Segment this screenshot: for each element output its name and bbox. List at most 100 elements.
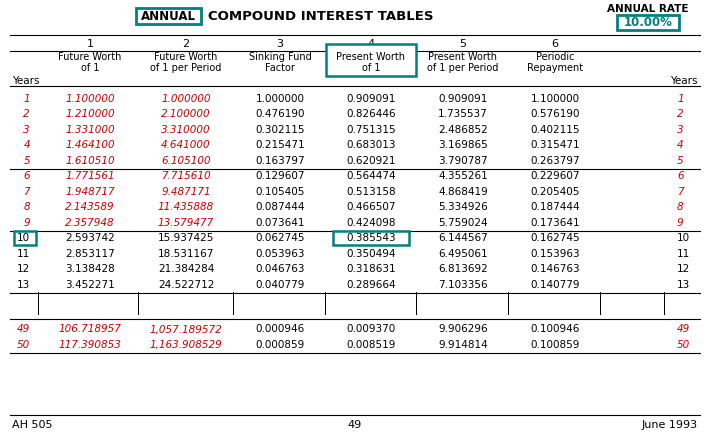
Text: 0.576190: 0.576190 — [530, 109, 580, 119]
Text: 6.144567: 6.144567 — [438, 233, 488, 243]
Text: Sinking Fund: Sinking Fund — [248, 52, 312, 62]
Text: 0.000946: 0.000946 — [256, 325, 305, 335]
Text: 4.641000: 4.641000 — [161, 140, 211, 150]
Text: 6: 6 — [677, 171, 684, 181]
Text: 13.579477: 13.579477 — [158, 218, 214, 228]
Text: 1.331000: 1.331000 — [65, 125, 115, 135]
Text: 15.937425: 15.937425 — [158, 233, 214, 243]
Text: 0.040779: 0.040779 — [256, 280, 305, 290]
Text: 0.000859: 0.000859 — [256, 340, 305, 350]
Text: 3.138428: 3.138428 — [65, 264, 115, 274]
Text: 10: 10 — [17, 233, 30, 243]
Text: 0.073641: 0.073641 — [256, 218, 305, 228]
Text: 6.105100: 6.105100 — [161, 156, 211, 166]
Text: 1: 1 — [87, 39, 94, 49]
Text: 1.771561: 1.771561 — [65, 171, 115, 181]
Text: 3.310000: 3.310000 — [161, 125, 211, 135]
Text: 1.948717: 1.948717 — [65, 187, 115, 197]
Text: 10: 10 — [677, 233, 690, 243]
Text: of 1 per Period: of 1 per Period — [151, 63, 222, 73]
Text: 5: 5 — [23, 156, 30, 166]
Text: 106.718957: 106.718957 — [58, 325, 121, 335]
Text: 0.129607: 0.129607 — [256, 171, 305, 181]
Text: 2: 2 — [23, 109, 30, 119]
Text: 0.140779: 0.140779 — [530, 280, 580, 290]
Text: 5: 5 — [677, 156, 684, 166]
Text: 2.100000: 2.100000 — [161, 109, 211, 119]
Text: Factor: Factor — [265, 63, 295, 73]
Bar — [136, 8, 200, 24]
Text: 12: 12 — [17, 264, 30, 274]
Text: 0.424098: 0.424098 — [346, 218, 395, 228]
Text: of 1: of 1 — [81, 63, 99, 73]
Text: 0.100946: 0.100946 — [530, 325, 579, 335]
Text: 6.813692: 6.813692 — [438, 264, 488, 274]
Text: June 1993: June 1993 — [642, 420, 698, 430]
Text: 0.513158: 0.513158 — [346, 187, 395, 197]
Text: 13: 13 — [17, 280, 30, 290]
Text: 9.914814: 9.914814 — [438, 340, 488, 350]
Text: 4.355261: 4.355261 — [438, 171, 488, 181]
Text: 2.486852: 2.486852 — [438, 125, 488, 135]
Text: 49: 49 — [348, 420, 362, 430]
Text: 0.318631: 0.318631 — [346, 264, 395, 274]
Text: 4.868419: 4.868419 — [438, 187, 488, 197]
Text: 1.610510: 1.610510 — [65, 156, 115, 166]
Text: 0.315471: 0.315471 — [530, 140, 580, 150]
Text: of 1 per Period: of 1 per Period — [427, 63, 498, 73]
Text: 1,163.908529: 1,163.908529 — [150, 340, 222, 350]
Text: 1.464100: 1.464100 — [65, 140, 115, 150]
Text: 6: 6 — [552, 39, 559, 49]
Text: 13: 13 — [677, 280, 690, 290]
Text: 1: 1 — [677, 94, 684, 104]
Text: Periodic: Periodic — [536, 52, 574, 62]
Text: ANNUAL RATE: ANNUAL RATE — [607, 4, 689, 14]
Text: 49: 49 — [17, 325, 30, 335]
Text: 0.153963: 0.153963 — [530, 249, 580, 259]
Text: 50: 50 — [17, 340, 30, 350]
Text: 5.759024: 5.759024 — [438, 218, 488, 228]
Text: 2.853117: 2.853117 — [65, 249, 115, 259]
Text: 0.205405: 0.205405 — [530, 187, 579, 197]
Text: 11: 11 — [677, 249, 690, 259]
Text: 2.357948: 2.357948 — [65, 218, 115, 228]
Text: 1: 1 — [23, 94, 30, 104]
Text: 49: 49 — [677, 325, 690, 335]
Text: 24.522712: 24.522712 — [158, 280, 214, 290]
Text: COMPOUND INTEREST TABLES: COMPOUND INTEREST TABLES — [209, 10, 434, 22]
Text: 1,057.189572: 1,057.189572 — [150, 325, 222, 335]
Text: 0.476190: 0.476190 — [256, 109, 305, 119]
Bar — [617, 15, 679, 30]
Text: 0.620921: 0.620921 — [346, 156, 395, 166]
Text: 4: 4 — [23, 140, 30, 150]
Text: 0.100859: 0.100859 — [530, 340, 579, 350]
Text: 0.009370: 0.009370 — [346, 325, 395, 335]
Text: 0.350494: 0.350494 — [346, 249, 395, 259]
Text: 50: 50 — [677, 340, 690, 350]
Text: 21.384284: 21.384284 — [158, 264, 214, 274]
Text: 9.906296: 9.906296 — [438, 325, 488, 335]
Text: 3: 3 — [276, 39, 283, 49]
Text: 1.100000: 1.100000 — [65, 94, 115, 104]
Text: 18.531167: 18.531167 — [158, 249, 214, 259]
Text: 0.909091: 0.909091 — [438, 94, 488, 104]
Text: 0.105405: 0.105405 — [256, 187, 305, 197]
Text: 0.289664: 0.289664 — [346, 280, 395, 290]
Text: 3.169865: 3.169865 — [438, 140, 488, 150]
Bar — [14, 231, 36, 245]
Text: 9.487171: 9.487171 — [161, 187, 211, 197]
Text: 10.00%: 10.00% — [623, 15, 672, 29]
Text: 9: 9 — [23, 218, 30, 228]
Text: 7: 7 — [23, 187, 30, 197]
Text: 3.452271: 3.452271 — [65, 280, 115, 290]
Text: of 1: of 1 — [362, 63, 381, 73]
Text: 9: 9 — [677, 218, 684, 228]
Text: 0.215471: 0.215471 — [255, 140, 305, 150]
Text: 0.302115: 0.302115 — [256, 125, 305, 135]
Text: Repayment: Repayment — [527, 63, 583, 73]
Bar — [326, 44, 416, 76]
Text: 0.751315: 0.751315 — [346, 125, 395, 135]
Text: 4: 4 — [368, 39, 375, 49]
Text: 3: 3 — [677, 125, 684, 135]
Text: 0.909091: 0.909091 — [346, 94, 395, 104]
